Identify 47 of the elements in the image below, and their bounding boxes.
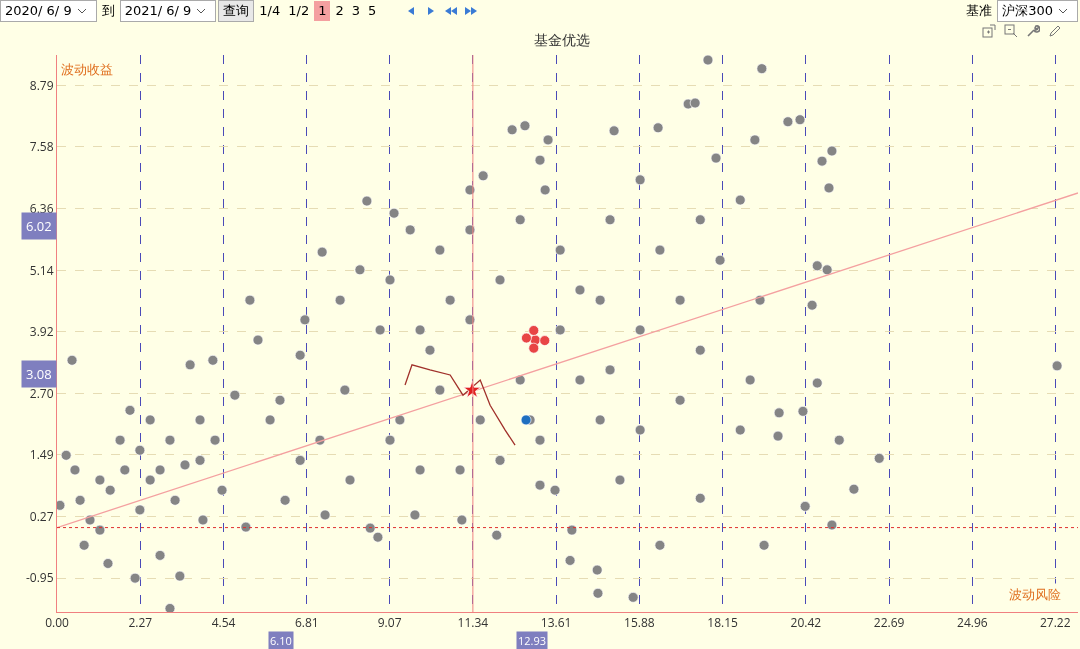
text: 基准	[966, 2, 993, 20]
x-tick-label: 15.88	[624, 614, 655, 632]
point	[539, 335, 551, 346]
y-tick-label: 8.79	[29, 77, 54, 95]
x-tick-label: 22.69	[873, 614, 905, 632]
text: 沪深300	[1002, 2, 1053, 20]
y-tick-label: -0.95	[25, 569, 54, 587]
x-tick-label: 13.61	[540, 614, 572, 632]
text: 2020/ 6/ 9	[5, 2, 72, 20]
line-series	[404, 364, 516, 446]
y-tick-label: 3.92	[29, 323, 54, 341]
point	[528, 325, 540, 336]
x-tick-label: 9.07	[377, 614, 402, 632]
point	[521, 332, 532, 344]
x-tick-label: 24.96	[957, 614, 988, 632]
y-tick-label: 1.49	[29, 446, 54, 464]
x-tick-label: 6.81	[294, 614, 319, 632]
x-tick-label: 20.42	[790, 614, 822, 632]
point	[528, 342, 540, 354]
y-tick-label: 0.27	[29, 507, 54, 525]
text: 5	[368, 2, 377, 20]
y-tick-label: 2.70	[29, 384, 54, 402]
text: 1	[318, 2, 327, 20]
text: 2021/ 6/ 9	[124, 2, 192, 20]
text: 1/4	[259, 2, 281, 20]
y-tick-label: 5.14	[29, 261, 54, 279]
x-tick-label: 27.22	[1039, 614, 1071, 632]
text: 到	[101, 2, 115, 20]
x-axis-title: 波动风险	[1009, 585, 1061, 603]
x-tick-label: 2.27	[128, 614, 153, 632]
point	[520, 414, 532, 426]
chart-title: 基金优选	[533, 29, 590, 49]
text: 3.08	[26, 365, 52, 383]
x-tick-label: 0.00	[45, 614, 69, 632]
text: 3	[351, 2, 360, 20]
text: 1/2	[288, 2, 310, 20]
text: 12.93	[518, 633, 547, 648]
y-tick-label: 6.36	[29, 199, 54, 217]
x-tick-label: 4.54	[211, 614, 236, 632]
y-axis-title: 波动收益	[61, 60, 113, 78]
text: 查询	[223, 2, 250, 20]
text: 6.10	[270, 633, 292, 648]
text: 6.02	[26, 217, 52, 235]
text: 2	[335, 2, 344, 20]
y-tick-label: 7.58	[29, 138, 54, 156]
x-tick-label: 18.15	[707, 614, 739, 632]
x-tick-label: 11.34	[457, 614, 489, 632]
